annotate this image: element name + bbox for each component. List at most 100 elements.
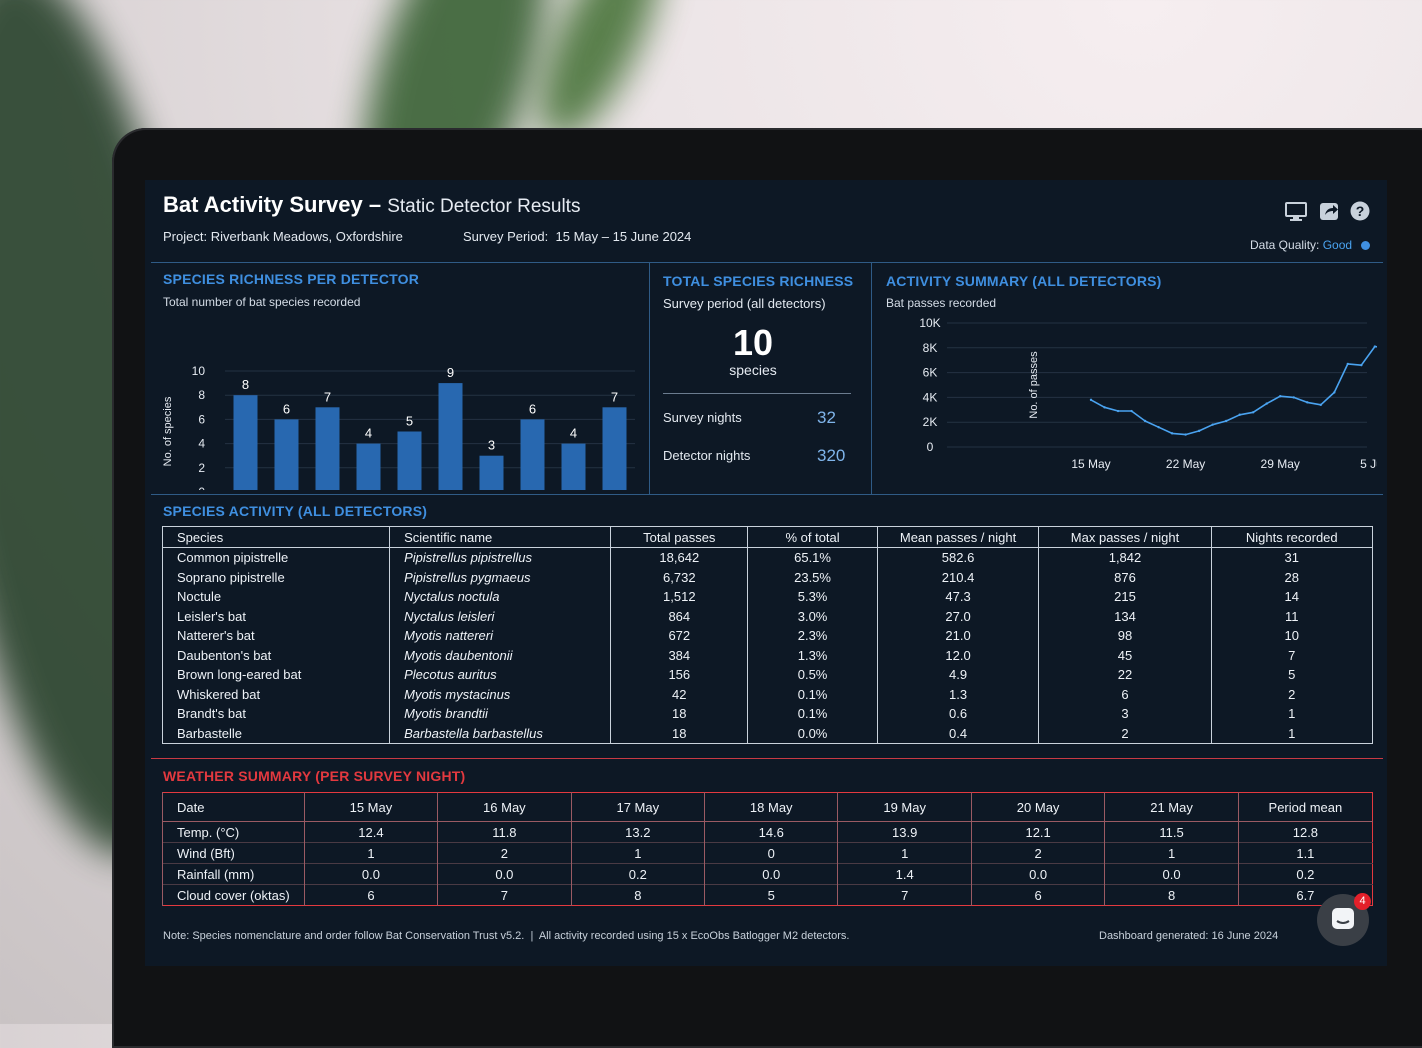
activity-point xyxy=(1130,409,1133,413)
species-cell: Whiskered bat xyxy=(161,684,390,704)
bar-D08 xyxy=(520,419,545,490)
species-cell: Brown long-eared bat xyxy=(161,665,390,685)
species-column-header[interactable]: Species xyxy=(161,526,390,548)
weather-column-header[interactable]: 19 May xyxy=(837,792,972,822)
species-cell: Plecotus auritus xyxy=(389,665,611,685)
species-cell: Myotis mystacinus xyxy=(389,684,611,704)
weather-cell: 1.4 xyxy=(837,863,972,885)
table-row[interactable]: Brown long-eared bat Plecotus auritus 156 0… xyxy=(161,665,1373,685)
page-subtitle: Static Detector Results xyxy=(387,196,581,217)
species-cell: 672 xyxy=(610,626,748,646)
species-cell: Brandt's bat xyxy=(161,704,390,724)
table-row[interactable]: Brandt's bat Myotis brandtii 18 0.1% 0.6 3 1 xyxy=(161,704,1373,724)
y-tick-label: 6 xyxy=(198,412,205,426)
table-row[interactable]: Temp. (°C) 12.4 11.8 13.2 14.6 13.9 12.1 11.5 12… xyxy=(162,821,1373,843)
share-icon[interactable] xyxy=(1319,200,1341,222)
species-cell: 384 xyxy=(610,645,748,665)
richness-subtitle: Total number of bat species recorded xyxy=(163,295,361,309)
table-row[interactable]: Whiskered bat Myotis mystacinus 42 0.1% 1.3 6… xyxy=(161,684,1373,704)
activity-point xyxy=(1333,391,1336,394)
y-tick-label: 4 xyxy=(198,437,205,451)
weather-cell: 0.2 xyxy=(570,863,705,885)
weather-cell: 7 xyxy=(437,884,572,906)
activity-point xyxy=(1306,401,1309,404)
y-tick-label: 0 xyxy=(198,485,205,490)
species-cell: 18,642 xyxy=(610,547,748,568)
species-cell: Pipistrellus pygmaeus xyxy=(389,567,611,587)
activity-point xyxy=(1279,394,1282,398)
y-tick-label: 8 xyxy=(198,388,205,402)
weather-column-header[interactable]: Date xyxy=(162,792,305,822)
species-cell: 215 xyxy=(1038,587,1212,607)
weather-column-header[interactable]: 20 May xyxy=(970,792,1105,822)
monitor-icon[interactable] xyxy=(1285,200,1307,222)
weather-cell: 2 xyxy=(437,842,572,864)
activity-point xyxy=(1292,396,1295,399)
species-cell: 18 xyxy=(610,704,748,724)
activity-point xyxy=(1184,433,1187,436)
species-cell: 156 xyxy=(610,665,748,685)
y-tick-label: 10K xyxy=(919,316,940,330)
detector-nights-value: 320 xyxy=(817,446,846,465)
species-cell: Myotis nattereri xyxy=(389,626,611,646)
detector-nights-label: Detector nights xyxy=(663,448,751,463)
species-column-header[interactable]: Max passes / night xyxy=(1038,526,1212,548)
species-column-header[interactable]: % of total xyxy=(747,526,878,548)
species-activity-table: Species Scientific name Total passes% of t… xyxy=(161,526,1373,744)
activity-point xyxy=(1197,429,1201,433)
weather-cell: 11.5 xyxy=(1104,821,1239,843)
species-cell: Natterer's bat xyxy=(161,626,390,646)
richness-title: SPECIES RICHNESS PER DETECTOR xyxy=(163,271,420,287)
page-title: Bat Activity Survey – Static Detector Re… xyxy=(163,192,581,217)
species-cell: Leisler's bat xyxy=(161,606,390,626)
help-icon[interactable]: ? xyxy=(1349,200,1371,222)
weather-cell: 12.8 xyxy=(1237,821,1373,843)
weather-column-header[interactable]: Period mean xyxy=(1237,792,1373,822)
species-cell: 3 xyxy=(1038,704,1212,724)
species-cell: 134 xyxy=(1038,606,1212,626)
weather-column-header[interactable]: 18 May xyxy=(704,792,838,822)
species-cell: 7 xyxy=(1210,645,1373,665)
weather-column-header[interactable]: 15 May xyxy=(303,792,438,822)
species-cell: 21.0 xyxy=(876,626,1039,646)
table-row[interactable]: Natterer's bat Myotis nattereri 672 2.3% 21.… xyxy=(161,626,1373,646)
activity-point xyxy=(1251,411,1255,414)
species-cell: 28 xyxy=(1210,567,1373,587)
table-row[interactable]: Daubenton's bat Myotis daubentonii 384 1.3%… xyxy=(161,645,1373,665)
species-cell: 1.3% xyxy=(747,645,878,665)
weather-cell: 1 xyxy=(837,842,972,864)
species-cell: Common pipistrelle xyxy=(161,547,390,568)
weather-cell: 0.0 xyxy=(970,863,1105,885)
species-activity-title: SPECIES ACTIVITY (ALL DETECTORS) xyxy=(163,503,428,519)
species-column-header[interactable]: Nights recorded xyxy=(1210,526,1373,548)
table-row[interactable]: Noctule Nyctalus noctula 1,512 5.3% 47.3 215 1… xyxy=(161,587,1373,607)
table-row[interactable]: Rainfall (mm) 0.0 0.0 0.2 0.0 1.4 0.0 0.0 0.2 xyxy=(162,863,1373,885)
species-cell: 45 xyxy=(1038,645,1212,665)
species-cell: Barbastella barbastellus xyxy=(389,723,611,744)
data-quality-value: Good xyxy=(1322,238,1353,252)
y-axis-label: No. of passes xyxy=(1028,351,1040,419)
species-cell: Barbastelle xyxy=(161,723,390,744)
table-row[interactable]: Cloud cover (oktas) 6 7 8 5 7 6 8 6.7 xyxy=(162,884,1373,906)
species-cell: 1,842 xyxy=(1038,547,1212,568)
x-tick-label: 29 May xyxy=(1261,457,1300,471)
table-row[interactable]: Wind (Bft) 1 2 1 0 1 2 1 1.1 xyxy=(162,842,1373,864)
weather-column-header[interactable]: 21 May xyxy=(1104,792,1239,822)
weather-cell: 1.1 xyxy=(1237,842,1373,864)
species-cell: 582.6 xyxy=(876,547,1039,568)
table-row[interactable]: Common pipistrelle Pipistrellus pipistrel… xyxy=(161,547,1373,568)
bar-value-label: 7 xyxy=(611,389,618,404)
weather-column-header[interactable]: 17 May xyxy=(570,792,705,822)
weather-cell: 2 xyxy=(970,842,1105,864)
table-row[interactable]: Leisler's bat Nyctalus leisleri 864 3.0% 27.… xyxy=(161,606,1373,626)
species-cell: 2 xyxy=(1210,684,1373,704)
weather-column-header[interactable]: 16 May xyxy=(437,792,572,822)
table-row[interactable]: Barbastelle Barbastella barbastellus 18 0.0… xyxy=(161,723,1373,744)
species-cell: 10 xyxy=(1210,626,1373,646)
species-column-header[interactable]: Total passes xyxy=(610,526,748,548)
species-column-header[interactable]: Mean passes / night xyxy=(876,526,1039,548)
table-row[interactable]: Soprano pipistrelle Pipistrellus pygmaeus… xyxy=(161,567,1373,587)
weather-cell: 11.8 xyxy=(437,821,572,843)
species-column-header[interactable]: Scientific name xyxy=(389,526,611,548)
species-cell: 0.5% xyxy=(747,665,878,685)
